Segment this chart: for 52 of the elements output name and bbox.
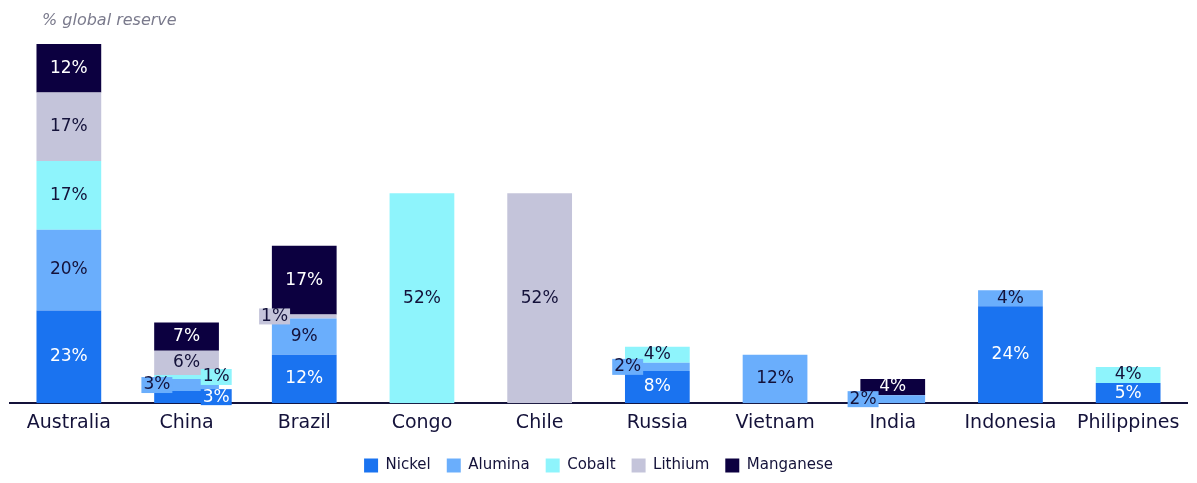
x-tick-label: Chile	[515, 409, 564, 432]
data-label: 9%	[290, 325, 318, 346]
bar	[389, 193, 455, 404]
data-label: 2%	[849, 387, 877, 408]
data-label: 1%	[261, 304, 289, 325]
bar	[36, 44, 102, 93]
x-tick-label: Indonesia	[964, 409, 1057, 432]
x-tick-label: Russia	[626, 409, 688, 432]
bar	[36, 92, 102, 162]
data-label: 12%	[756, 367, 794, 388]
bar	[507, 193, 573, 404]
data-label: 12%	[285, 367, 324, 388]
data-label: 52%	[520, 286, 559, 307]
legend-label: Alumina	[468, 455, 530, 474]
data-label: 17%	[285, 268, 324, 289]
y-axis-title: % global reserve	[42, 10, 177, 29]
data-label: 4%	[996, 286, 1024, 307]
legend-label: Nickel	[385, 455, 431, 474]
x-tick-label: Brazil	[277, 409, 331, 432]
legend-label: Manganese	[746, 455, 833, 474]
x-tick-label: Congo	[391, 409, 453, 432]
data-label: 5%	[1114, 381, 1142, 402]
data-label: 12%	[49, 56, 88, 77]
data-label: 1%	[202, 365, 230, 386]
x-tick-label: Philippines	[1076, 409, 1180, 432]
data-label: 3%	[202, 385, 230, 406]
bar	[154, 322, 219, 351]
bar	[742, 354, 808, 404]
bar	[978, 306, 1043, 404]
bar	[36, 229, 102, 311]
data-label: 23%	[49, 345, 88, 366]
data-label: 4%	[643, 343, 671, 364]
data-label: 17%	[49, 115, 88, 136]
data-label: 3%	[143, 373, 171, 394]
data-label: 52%	[403, 286, 441, 307]
bar	[271, 354, 337, 404]
data-label: 7%	[173, 325, 201, 346]
x-tick-label: Australia	[26, 409, 111, 432]
bar	[36, 161, 102, 230]
data-label: 17%	[49, 183, 88, 204]
legend-label: Cobalt	[567, 455, 616, 474]
data-label: 24%	[991, 343, 1030, 364]
data-label: 8%	[643, 375, 671, 396]
data-label: 6%	[173, 351, 201, 372]
data-label: 2%	[614, 355, 642, 376]
data-label: 20%	[49, 258, 88, 279]
x-tick-label: China	[159, 409, 214, 432]
x-tick-label: India	[869, 409, 917, 432]
data-label: 4%	[1114, 363, 1142, 384]
legend-label: Lithium	[653, 455, 710, 474]
x-tick-label: Vietnam	[735, 409, 815, 432]
bar	[36, 310, 102, 404]
